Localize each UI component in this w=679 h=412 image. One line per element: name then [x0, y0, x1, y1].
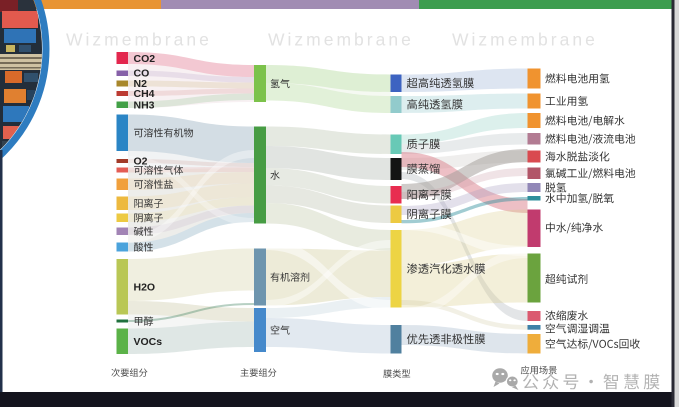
svg-text:NH3: NH3: [134, 99, 155, 111]
svg-text:CH4: CH4: [134, 88, 155, 100]
svg-text:Wizmembrane: Wizmembrane: [66, 30, 212, 50]
svg-text:VOCs: VOCs: [134, 336, 163, 348]
svg-text:Wizmembrane: Wizmembrane: [452, 30, 598, 50]
svg-text:CO2: CO2: [134, 53, 156, 65]
svg-text:H2O: H2O: [134, 281, 156, 293]
svg-text:O2: O2: [134, 156, 148, 168]
svg-text:Wizmembrane: Wizmembrane: [268, 30, 414, 50]
